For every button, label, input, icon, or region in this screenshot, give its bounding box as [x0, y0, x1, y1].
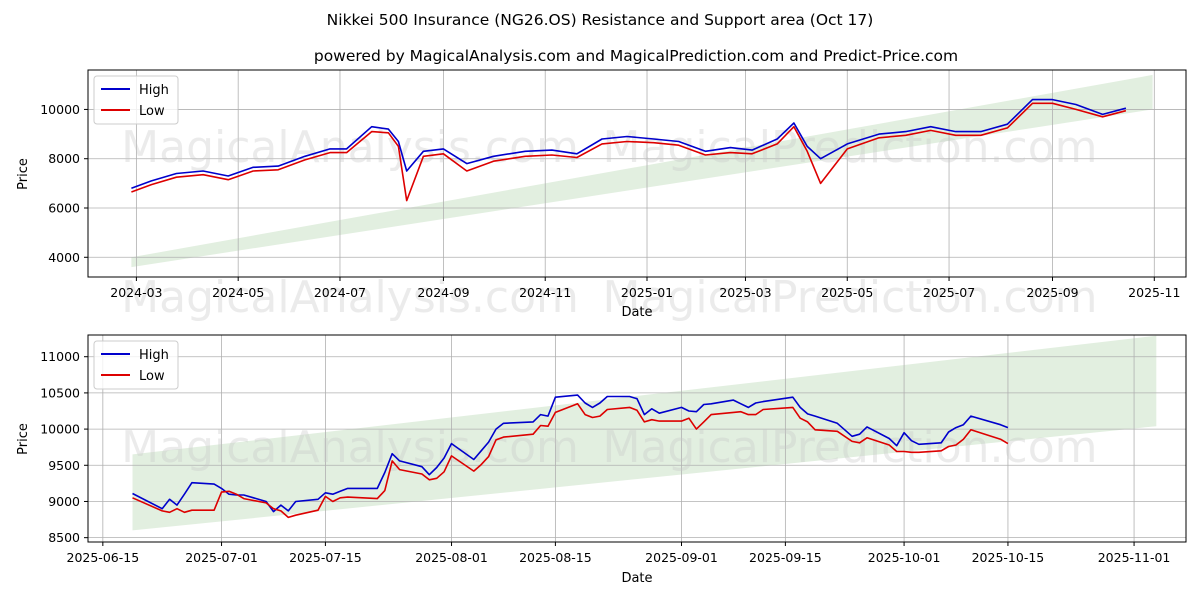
top-x-tick-label: 2025-03	[719, 285, 771, 300]
bottom-legend: High Low	[93, 340, 179, 390]
chart-subtitle: powered by MagicalAnalysis.com and Magic…	[314, 47, 958, 65]
bottom-x-tick-label: 2025-06-15	[67, 550, 140, 565]
top-x-tick-label: 2024-03	[110, 285, 162, 300]
top-y-tick-label: 6000	[48, 201, 80, 216]
watermark-analysis: MagicalAnalysis.com	[121, 272, 579, 323]
bottom-legend-high-label: High	[139, 348, 169, 363]
top-x-tick-label: 2025-09	[1026, 285, 1078, 300]
bottom-y-tick-label: 9500	[48, 458, 80, 473]
bottom-y-tick-label: 11000	[40, 349, 80, 364]
bottom-support-resistance-band	[132, 335, 1157, 531]
bottom-y-tick-label: 10500	[40, 385, 80, 400]
watermark-analysis: MagicalAnalysis.com	[121, 422, 579, 473]
bottom-plot-frame	[87, 334, 1187, 543]
bottom-x-tick-label: 2025-10-01	[868, 550, 941, 565]
top-x-tick-label: 2025-11	[1128, 285, 1180, 300]
watermark-prediction: MagicalPrediction.com	[603, 272, 1098, 323]
top-x-tick-label: 2025-05	[821, 285, 873, 300]
top-plot-frame	[87, 69, 1187, 278]
bottom-legend-low-label: Low	[139, 369, 165, 384]
top-x-tick-label: 2025-01	[621, 285, 673, 300]
top-x-tick-label: 2024-07	[314, 285, 366, 300]
top-x-tick-label: 2024-05	[212, 285, 264, 300]
top-x-axis-label: Date	[621, 305, 652, 320]
top-y-tick-label: 10000	[40, 102, 80, 117]
bottom-x-tick-label: 2025-09-01	[645, 550, 718, 565]
top-panel: MagicalAnalysis.com MagicalPrediction.co…	[16, 69, 1187, 323]
bottom-x-tick-label: 2025-08-15	[519, 550, 592, 565]
bottom-low-series-line	[132, 402, 1009, 519]
top-low-series-line	[131, 102, 1127, 202]
bottom-high-series-line	[132, 394, 1009, 513]
top-legend: High Low	[93, 75, 179, 125]
top-legend-low-label: Low	[139, 104, 165, 119]
bottom-y-tick-label: 9000	[48, 494, 80, 509]
top-x-tick-label: 2024-09	[417, 285, 469, 300]
bottom-x-tick-label: 2025-08-01	[415, 550, 488, 565]
top-x-tick-label: 2025-07	[923, 285, 975, 300]
top-support-resistance-band	[131, 74, 1153, 268]
bottom-x-tick-label: 2025-09-15	[749, 550, 822, 565]
top-x-tick-label: 2024-11	[519, 285, 571, 300]
bottom-x-tick-label: 2025-10-15	[972, 550, 1045, 565]
bottom-x-tick-label: 2025-07-01	[185, 550, 258, 565]
top-legend-high-label: High	[139, 83, 169, 98]
bottom-x-axis-label: Date	[621, 571, 652, 586]
watermark-analysis: MagicalAnalysis.com	[121, 122, 579, 173]
bottom-x-tick-label: 2025-07-15	[289, 550, 362, 565]
bottom-y-axis-label: Price	[16, 423, 31, 455]
chart-title: Nikkei 500 Insurance (NG26.OS) Resistanc…	[327, 11, 874, 29]
top-y-axis-label: Price	[16, 158, 31, 190]
top-y-tick-label: 8000	[48, 151, 80, 166]
top-high-series-line	[131, 98, 1127, 190]
top-y-tick-label: 4000	[48, 250, 80, 265]
bottom-y-tick-label: 10000	[40, 422, 80, 437]
bottom-panel: MagicalAnalysis.com MagicalPrediction.co…	[16, 334, 1187, 586]
watermark-prediction: MagicalPrediction.com	[603, 422, 1098, 473]
bottom-x-tick-label: 2025-11-01	[1098, 550, 1171, 565]
bottom-y-tick-label: 8500	[48, 530, 80, 545]
